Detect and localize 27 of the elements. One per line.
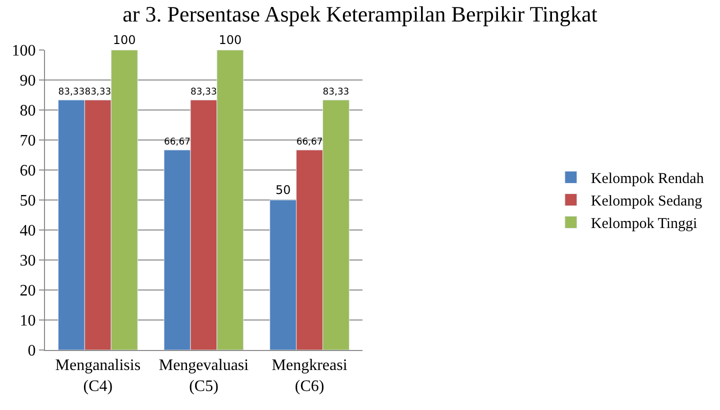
data-label: 100 — [112, 33, 136, 47]
y-tick-label: 10 — [20, 312, 36, 330]
y-tick-label: 40 — [20, 222, 36, 240]
chart-title: ar 3. Persentase Aspek Keterampilan Berpikir Tingkat — [122, 2, 598, 27]
y-tick-label: 100 — [12, 42, 36, 60]
data-label: 83,33 — [84, 86, 112, 98]
legend-label: Kelompok Tinggi — [590, 216, 698, 232]
data-label: 83,33 — [58, 86, 85, 98]
x-tick-label: Mengevaluasi (C5) — [158, 357, 250, 395]
data-label: 100 — [218, 33, 242, 47]
legend-label: Kelompok Sedang — [590, 194, 703, 210]
y-tick-label: 50 — [20, 192, 36, 210]
data-label: 83,33 — [322, 86, 350, 98]
data-label: 83,33 — [190, 86, 218, 98]
y-tick-label: 20 — [20, 282, 36, 300]
data-label: 66,67 — [296, 136, 323, 148]
legend-label: Kelompok Rendah — [590, 171, 704, 188]
y-tick-label: 0 — [28, 342, 36, 360]
x-tick-label: Mengkreasi (C6) — [272, 357, 348, 395]
y-tick-label: 90 — [20, 72, 36, 90]
y-tick-label: 60 — [20, 162, 36, 180]
data-label: 50 — [275, 183, 291, 197]
y-tick-label: 30 — [20, 252, 36, 270]
data-label: 66,67 — [164, 136, 191, 148]
x-tick-label: Menganalisis (C4) — [55, 357, 141, 395]
y-tick-label: 80 — [20, 102, 36, 120]
y-tick-label: 70 — [20, 132, 36, 150]
